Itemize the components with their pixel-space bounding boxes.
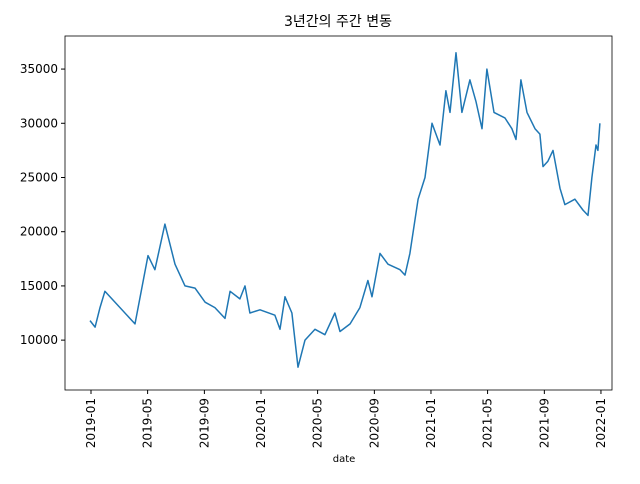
y-tick-label: 15000	[20, 279, 58, 293]
y-tick-label: 20000	[20, 225, 58, 239]
y-tick-label: 35000	[20, 62, 58, 76]
x-tick-label: 2020-01	[254, 398, 268, 448]
plot-frame	[64, 35, 613, 391]
line	[89, 52, 601, 368]
x-tick-label: 2022-01	[594, 398, 608, 448]
y-tick-label: 30000	[20, 116, 58, 130]
x-tick-label: 2019-01	[84, 398, 98, 448]
x-tick-label: 2019-09	[197, 398, 211, 448]
x-tick-label: 2020-09	[367, 398, 381, 448]
y-tick-label: 25000	[20, 170, 58, 184]
x-tick-label: 2019-05	[141, 398, 155, 448]
x-axis-label: date	[333, 454, 356, 465]
x-tick-label: 2021-05	[481, 398, 495, 448]
y-tick-label: 10000	[20, 333, 58, 347]
x-tick-label: 2020-05	[311, 398, 325, 448]
chart-title: 3년간의 주간 변동	[284, 14, 392, 30]
x-tick-label: 2021-01	[424, 398, 438, 448]
x-tick-label: 2021-09	[537, 398, 551, 448]
